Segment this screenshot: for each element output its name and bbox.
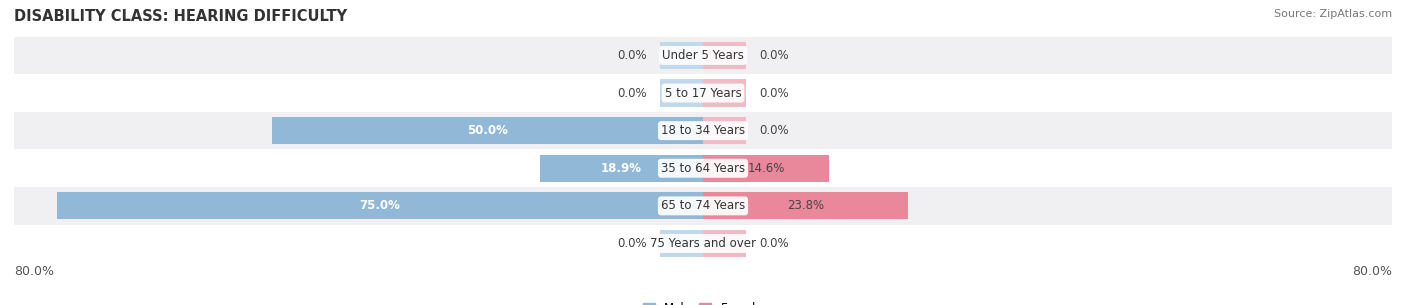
Bar: [703, 80, 747, 106]
Bar: [703, 230, 747, 257]
Text: DISABILITY CLASS: HEARING DIFFICULTY: DISABILITY CLASS: HEARING DIFFICULTY: [14, 9, 347, 24]
Text: 75.0%: 75.0%: [360, 199, 401, 212]
Bar: [14, 149, 1392, 187]
Text: 80.0%: 80.0%: [1353, 265, 1392, 278]
Bar: [540, 155, 703, 182]
Text: 14.6%: 14.6%: [747, 162, 785, 175]
Bar: [273, 117, 703, 144]
Text: 0.0%: 0.0%: [617, 237, 647, 250]
Bar: [703, 192, 908, 219]
Text: Under 5 Years: Under 5 Years: [662, 49, 744, 62]
Text: Source: ZipAtlas.com: Source: ZipAtlas.com: [1274, 9, 1392, 19]
Text: 0.0%: 0.0%: [759, 237, 789, 250]
Text: 0.0%: 0.0%: [617, 87, 647, 99]
Text: 0.0%: 0.0%: [759, 87, 789, 99]
Text: 50.0%: 50.0%: [467, 124, 508, 137]
Bar: [14, 187, 1392, 225]
Bar: [14, 112, 1392, 149]
Bar: [703, 42, 747, 69]
Text: 0.0%: 0.0%: [617, 49, 647, 62]
Text: 0.0%: 0.0%: [759, 49, 789, 62]
Bar: [659, 230, 703, 257]
Text: 18.9%: 18.9%: [602, 162, 643, 175]
Legend: Male, Female: Male, Female: [638, 297, 768, 305]
Bar: [703, 117, 747, 144]
Bar: [703, 155, 828, 182]
Text: 80.0%: 80.0%: [14, 265, 53, 278]
Text: 5 to 17 Years: 5 to 17 Years: [665, 87, 741, 99]
Text: 65 to 74 Years: 65 to 74 Years: [661, 199, 745, 212]
Text: 0.0%: 0.0%: [759, 124, 789, 137]
Bar: [14, 74, 1392, 112]
Bar: [659, 80, 703, 106]
Text: 75 Years and over: 75 Years and over: [650, 237, 756, 250]
Text: 23.8%: 23.8%: [787, 199, 824, 212]
Text: 18 to 34 Years: 18 to 34 Years: [661, 124, 745, 137]
Text: 35 to 64 Years: 35 to 64 Years: [661, 162, 745, 175]
Bar: [58, 192, 703, 219]
Bar: [14, 225, 1392, 262]
Bar: [14, 37, 1392, 74]
Bar: [659, 42, 703, 69]
